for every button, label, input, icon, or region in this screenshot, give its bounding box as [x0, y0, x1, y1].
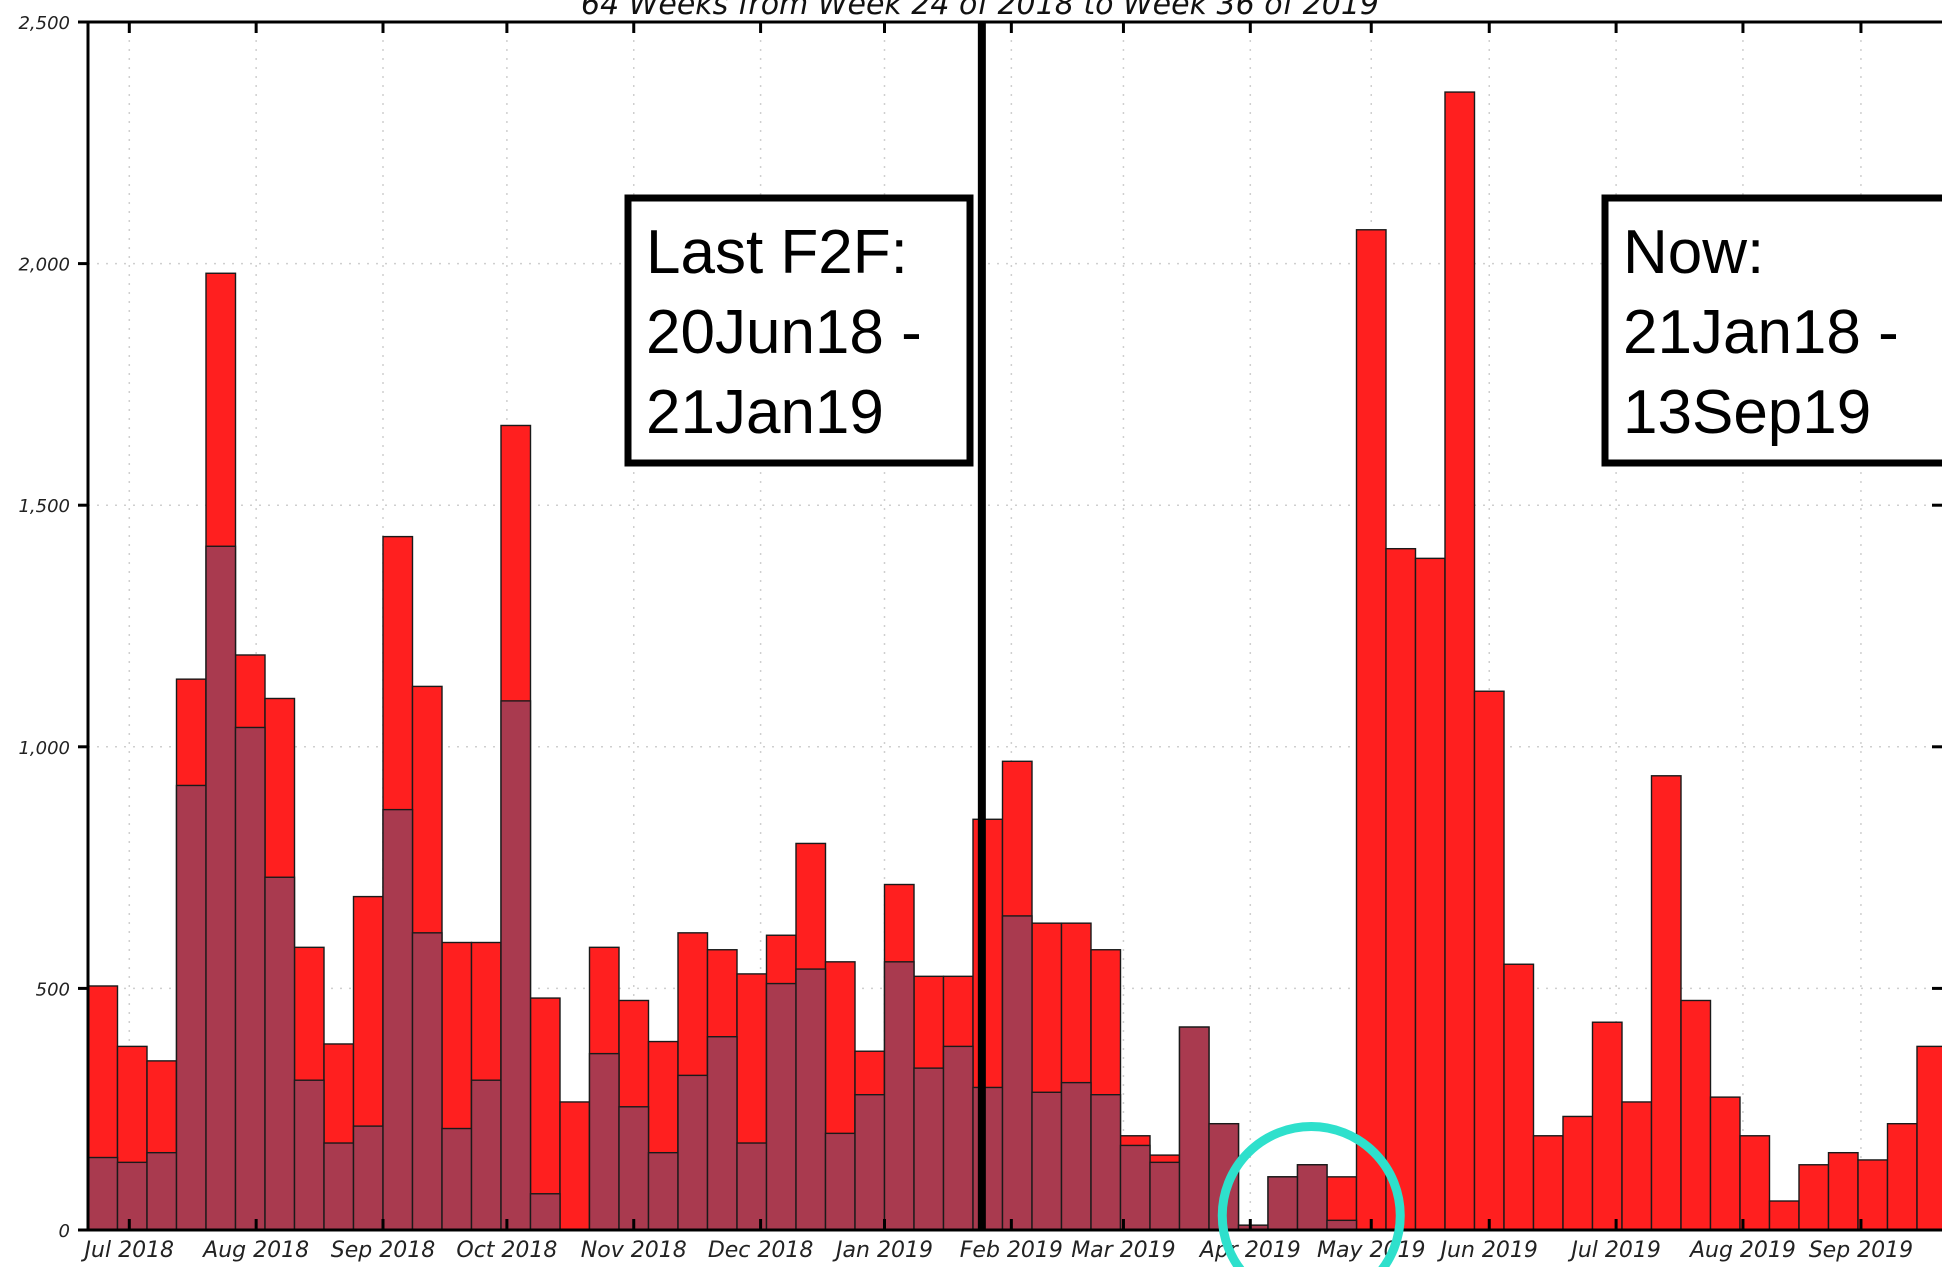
bar-overlay: [1178, 1026, 1210, 1231]
bar-overlay: [972, 1086, 1004, 1231]
y-tick-label: 2,500: [18, 13, 70, 34]
bar-total: [1562, 1115, 1594, 1231]
bar-total: [1916, 1045, 1942, 1231]
x-tick-label: Aug 2018: [201, 1238, 309, 1263]
bar-overlay: [913, 1067, 945, 1231]
bar-total: [1680, 999, 1712, 1231]
annotation-text: 21Jan19: [646, 378, 884, 447]
bar-total: [1857, 1159, 1889, 1231]
x-tick-label: Jul 2018: [81, 1238, 175, 1263]
bar-overlay: [1267, 1176, 1299, 1231]
x-tick-label: Mar 2019: [1071, 1238, 1176, 1263]
x-tick-label: Nov 2018: [581, 1238, 687, 1263]
annotation-text: Now:: [1623, 218, 1764, 287]
annotation-box: [624, 194, 974, 467]
x-tick-label: Aug 2019: [1688, 1238, 1796, 1263]
y-tick-label: 500: [36, 979, 70, 1000]
x-tick-label: Jul 2019: [1567, 1238, 1661, 1263]
x-tick-label: Jun 2019: [1437, 1238, 1538, 1263]
bar-overlay: [1296, 1164, 1328, 1231]
bar-total: [1768, 1200, 1800, 1231]
x-tick-label: Oct 2018: [456, 1238, 557, 1263]
bar-overlay: [1060, 1081, 1092, 1231]
bar-overlay: [293, 1079, 325, 1231]
y-tick-label: 1,500: [18, 496, 70, 517]
bar-total: [1355, 229, 1387, 1231]
bar-overlay: [1031, 1091, 1063, 1231]
bar-overlay: [175, 784, 207, 1231]
chart-title: 64 Weeks from Week 24 of 2018 to Week 36…: [581, 0, 1379, 22]
bar-overlay: [1149, 1161, 1181, 1231]
bar-total: [1739, 1135, 1771, 1231]
bar-overlay: [87, 1156, 119, 1231]
x-tick-label: May 2019: [1317, 1238, 1425, 1263]
bar-overlay: [706, 1036, 738, 1231]
bar-overlay: [470, 1079, 502, 1231]
bar-overlay: [411, 932, 443, 1231]
bar-total: [1886, 1122, 1918, 1231]
bar-overlay: [1001, 915, 1033, 1231]
annotation-text: 13Sep19: [1623, 378, 1871, 447]
x-tick-label: Sep 2018: [331, 1238, 435, 1263]
bar-total: [529, 997, 561, 1231]
axes: 0 500 1,000 1,500 2,000 2,500 Jul 2018 Aug 2018…: [18, 13, 1942, 1263]
y-tick-label: 2,000: [18, 255, 70, 276]
bar-overlay: [529, 1193, 561, 1231]
bar-overlay: [765, 982, 797, 1231]
x-tick-label: Dec 2018: [708, 1238, 814, 1263]
bar-overlay: [205, 545, 237, 1231]
bar-total: [1385, 547, 1417, 1231]
bar-total: [1473, 690, 1505, 1231]
bar-total: [1591, 1021, 1623, 1231]
bar-total: [1414, 557, 1446, 1231]
bar-overlay: [234, 726, 266, 1231]
annotations: Last F2F: 20Jun18 - 21Jan19 Now: 21Jan18 - 13…: [624, 22, 1942, 1267]
annotation-text: 20Jun18 -: [646, 298, 922, 367]
annotation-box: [1601, 194, 1942, 467]
x-tick-label: Sep 2019: [1809, 1238, 1913, 1263]
bar-overlay: [677, 1074, 709, 1231]
bar-total: [1650, 775, 1682, 1231]
bar-total: [1532, 1135, 1564, 1231]
bar-total: [559, 1101, 591, 1231]
bar-total: [1709, 1096, 1741, 1231]
y-tick-label: 1,000: [18, 738, 70, 759]
bar-overlay: [618, 1106, 650, 1231]
bar-overlay: [146, 1151, 178, 1231]
bar-total: [1503, 963, 1535, 1231]
bar-overlay: [323, 1142, 355, 1231]
y-tick-label: 0: [59, 1221, 70, 1242]
bar-total: [1621, 1101, 1653, 1231]
bar-overlay: [854, 1094, 886, 1231]
annotation-text: Last F2F:: [646, 218, 908, 287]
x-tick-label: Jan 2019: [832, 1238, 933, 1263]
bar-overlay: [1119, 1144, 1151, 1231]
bar-total: [1827, 1151, 1859, 1231]
bar-overlay: [352, 1125, 384, 1231]
bar-overlay: [883, 961, 915, 1231]
highlight-circle: [1217, 1122, 1405, 1267]
annotation-text: 21Jan18 -: [1623, 298, 1899, 367]
bar-overlay: [264, 876, 296, 1231]
bar-overlay: [382, 808, 414, 1231]
bar-overlay: [942, 1045, 974, 1231]
bar-overlay: [736, 1142, 768, 1231]
bar-overlay: [500, 700, 532, 1231]
bar-overlay: [116, 1161, 148, 1231]
bar-total: [1444, 91, 1476, 1231]
bar-overlay: [824, 1132, 856, 1231]
bar-overlay: [588, 1052, 620, 1231]
bar-overlay: [441, 1127, 473, 1231]
x-tick-label: Feb 2019: [960, 1238, 1063, 1263]
x-tick-label: Apr 2019: [1198, 1238, 1301, 1263]
bar-overlay: [1090, 1094, 1122, 1231]
bar-overlay: [795, 968, 827, 1231]
bar-overlay: [647, 1151, 679, 1231]
bar-total: [1798, 1164, 1830, 1231]
